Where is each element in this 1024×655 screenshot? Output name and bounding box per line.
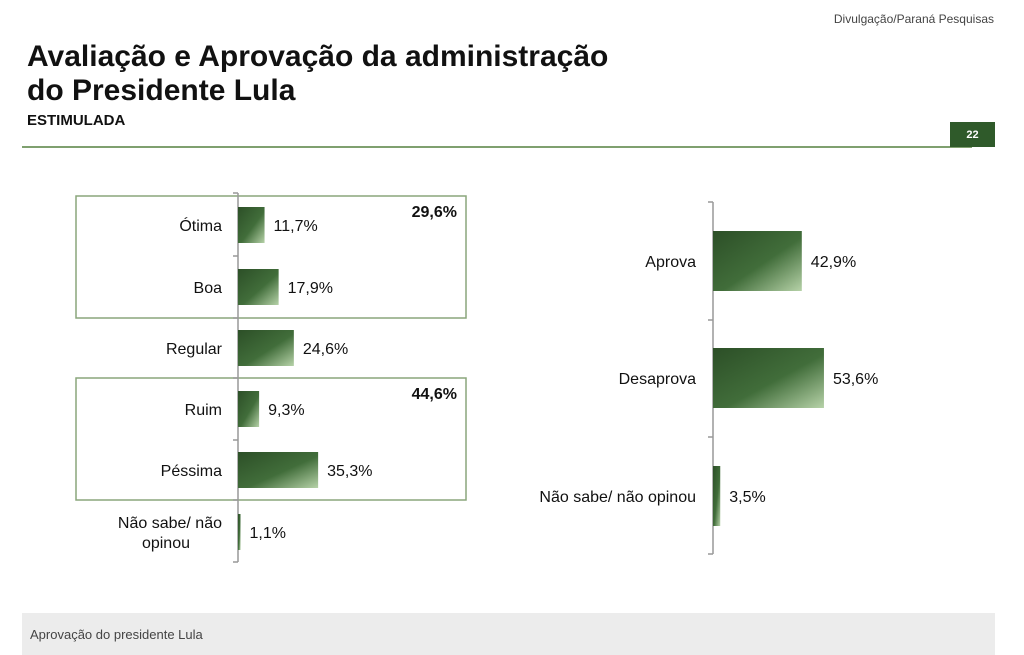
group-box-2 — [75, 377, 467, 501]
category-label-otima: Ótima — [179, 216, 222, 235]
page-title: Avaliação e Aprovação da administração d… — [27, 40, 609, 107]
group-total-label: 44,6% — [412, 386, 457, 403]
data-label: 3,5% — [729, 489, 765, 506]
category-label-pessima: Péssima — [161, 463, 222, 480]
data-label: 11,7% — [274, 218, 318, 235]
data-label: 53,6% — [833, 371, 878, 388]
group-box-1 — [75, 195, 467, 319]
category-label-regular: Regular — [166, 341, 223, 358]
bar-pessima — [238, 452, 319, 488]
bar-otima — [238, 207, 265, 243]
category-label-nao-sabe-nao-opinou: Não sabe/ não opinou — [539, 489, 696, 506]
data-label: 1,1% — [249, 525, 285, 542]
image-caption-bar: Aprovação do presidente Lula — [22, 613, 995, 655]
category-label-ruim: Ruim — [185, 402, 222, 419]
data-label: 9,3% — [268, 402, 304, 419]
bar-regular — [238, 330, 294, 366]
group-total-label: 29,6% — [412, 204, 457, 221]
image-caption: Aprovação do presidente Lula — [30, 626, 203, 642]
bar-desaprova — [713, 348, 824, 408]
category-label-desaprova: Desaprova — [619, 371, 696, 388]
bar-boa — [238, 269, 279, 305]
bar-nao-sabe-nao-opinou — [713, 466, 721, 526]
bar-ruim — [238, 391, 260, 427]
category-label-aprova: Aprova — [645, 254, 696, 271]
data-label: 42,9% — [811, 254, 856, 271]
data-label: 17,9% — [288, 280, 333, 297]
page-number-badge: 22 — [950, 122, 995, 147]
bar-nao-sabe-nao-opinou — [238, 514, 241, 550]
category-label-nao-sabe-nao-opinou: Não sabe/ não opinou — [118, 515, 222, 552]
bar-aprova — [713, 231, 802, 291]
title-block: Avaliação e Aprovação da administração d… — [27, 40, 608, 129]
data-label: 35,3% — [327, 463, 372, 480]
data-label: 24,6% — [303, 341, 348, 358]
category-label-boa: Boa — [194, 280, 223, 297]
header-divider — [22, 146, 972, 148]
source-credit: Divulgação/Paraná Pesquisas — [833, 12, 994, 26]
page-subtitle: ESTIMULADA — [27, 112, 126, 129]
charts-canvas: 29,6% 44,6% 11,7% Ótima 17,9% Boa 24,6% Regular… — [75, 192, 878, 563]
